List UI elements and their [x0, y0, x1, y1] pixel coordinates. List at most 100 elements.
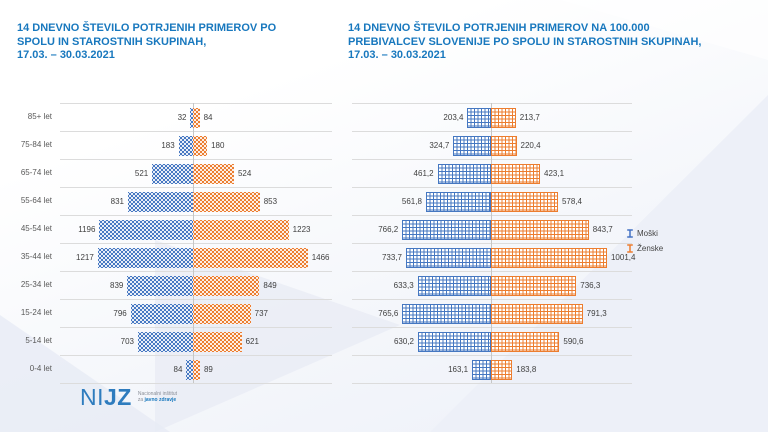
value-label-male: 1196	[78, 225, 96, 234]
category-label: 45-54 let	[20, 224, 52, 233]
nijz-tagline-line1: Nacionalni inštitut	[137, 391, 178, 397]
nijz-logo-tagline: Nacionalni inštitut za javno zdravje	[138, 391, 177, 403]
category-label: 5-14 let	[25, 336, 52, 345]
bar-female	[193, 276, 260, 296]
bar-female	[193, 108, 200, 128]
bar-male	[138, 332, 193, 352]
value-label-female: 737	[254, 309, 269, 318]
chart-rows: 85+ let 32 84 75-84 let 183 180 65-74 let 521 52…	[10, 103, 332, 383]
bar-female	[193, 192, 260, 212]
bar-female	[193, 248, 308, 268]
row-plot: 633,3 736,3	[352, 271, 632, 299]
value-label-female: 1001,4	[610, 253, 636, 262]
bar-male	[437, 164, 491, 184]
chart-row: 5-14 let 703 621	[10, 327, 332, 355]
bar-female	[491, 276, 577, 296]
chart-row: 461,2 423,1	[352, 159, 632, 187]
bar-male	[418, 332, 491, 352]
value-label-male: 561,8	[401, 197, 422, 206]
value-label-male: 765,6	[378, 309, 399, 318]
row-plot: 839 849	[60, 271, 332, 299]
value-label-female: 1466	[311, 253, 330, 262]
row-plot: 324,7 220,4	[352, 131, 632, 159]
value-label-male: 796	[113, 309, 127, 318]
chart-rows: 203,4 213,7 324,7 220,4 461,2 423,1 561,8 578,4…	[352, 103, 636, 383]
value-label-male: 633,3	[393, 281, 414, 290]
bar-male	[130, 304, 193, 324]
legend: Moški Ženske	[626, 229, 663, 253]
bar-female	[193, 304, 251, 324]
row-plot: 630,2 590,6	[352, 327, 632, 355]
row-plot: 203,4 213,7	[352, 103, 632, 131]
bar-male	[472, 360, 491, 380]
legend-item-female: Ženske	[626, 244, 663, 253]
bar-male	[417, 276, 491, 296]
bar-female	[491, 332, 560, 352]
row-plot: 183 180	[60, 131, 332, 159]
bar-female	[193, 136, 208, 156]
nijz-tagline-line2-prefix: za	[137, 397, 145, 403]
nijz-tagline-line2: za javno zdravje	[138, 397, 177, 403]
chart-row: 75-84 let 183 180	[10, 131, 332, 159]
chart-row: 324,7 220,4	[352, 131, 632, 159]
rate-pyramid-chart: 203,4 213,7 324,7 220,4 461,2 423,1 561,8 578,4…	[352, 103, 636, 384]
category-label: 55-64 let	[20, 196, 52, 205]
bar-male	[99, 220, 193, 240]
value-label-female: 89	[203, 365, 213, 374]
bar-male	[425, 192, 491, 212]
chart-row: 766,2 843,7	[352, 215, 632, 243]
value-label-female: 524	[237, 169, 252, 178]
chart-row: 65-74 let 521 524	[10, 159, 332, 187]
nijz-logo: NIJZ Nacionalni inštitut za javno zdravj…	[80, 385, 177, 409]
legend-item-male: Moški	[626, 229, 663, 238]
value-label-male: 183	[161, 141, 175, 150]
bar-male	[97, 248, 193, 268]
value-label-female: 621	[245, 337, 259, 346]
category-label: 25-34 let	[20, 280, 52, 289]
chart-row: 45-54 let 1196 1223	[10, 215, 332, 243]
row-plot: 163,1 183,8	[352, 355, 632, 383]
value-label-female: 84	[203, 113, 213, 122]
value-label-male: 839	[110, 281, 124, 290]
nijz-logo-mark-bold: JZ	[104, 384, 132, 410]
chart-row: 85+ let 32 84	[10, 103, 332, 131]
bar-male	[127, 276, 193, 296]
category-label: 15-24 let	[20, 308, 52, 317]
chart-row: 25-34 let 839 849	[10, 271, 332, 299]
bar-female	[491, 108, 516, 128]
bar-male	[467, 108, 491, 128]
value-label-female: 183,8	[516, 365, 537, 374]
row-plot: 84 89	[60, 355, 332, 383]
category-label: 75-84 let	[20, 140, 52, 149]
center-axis-line	[193, 103, 194, 383]
bar-female	[491, 248, 607, 268]
bar-male	[186, 360, 193, 380]
counts-pyramid-chart: 85+ let 32 84 75-84 let 183 180 65-74 let 521 52…	[10, 103, 332, 384]
bar-female	[491, 360, 513, 380]
value-label-male: 324,7	[429, 141, 450, 150]
value-label-male: 733,7	[381, 253, 403, 262]
bar-male	[152, 164, 193, 184]
value-label-male: 703	[120, 337, 135, 346]
value-label-male: 521	[134, 169, 149, 178]
row-plot: 703 621	[60, 327, 332, 355]
chart-row: 55-64 let 831 853	[10, 187, 332, 215]
chart-row: 0-4 let 84 89	[10, 355, 332, 383]
row-plot: 561,8 578,4	[352, 187, 632, 215]
value-label-male: 163,1	[448, 365, 469, 374]
right-chart-title: 14 DNEVNO ŠTEVILO POTRJENIH PRIMEROV NA …	[348, 22, 702, 61]
value-label-female: 853	[263, 197, 278, 206]
bar-male	[402, 220, 491, 240]
male-series-marker-icon	[627, 229, 633, 238]
category-label: 35-44 let	[20, 252, 52, 261]
category-label: 85+ let	[27, 112, 52, 121]
row-plot: 733,7 1001,4	[352, 243, 636, 271]
legend-label-male: Moški	[637, 229, 658, 238]
value-label-male: 203,4	[443, 113, 464, 122]
chart-row: 15-24 let 796 737	[10, 299, 332, 327]
chart-row: 35-44 let 1217 1466	[10, 243, 332, 271]
bar-female	[193, 164, 234, 184]
value-label-male: 630,2	[393, 337, 415, 346]
bar-male	[127, 192, 193, 212]
